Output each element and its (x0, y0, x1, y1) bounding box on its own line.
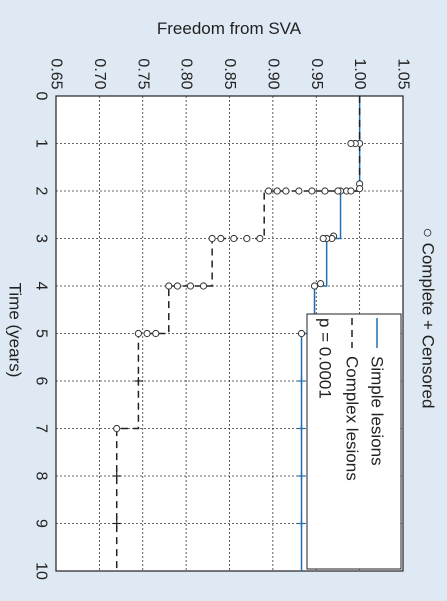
x-tick-label: 5 (33, 329, 50, 338)
x-tick-label: 1 (33, 139, 50, 148)
complete-marker (186, 282, 195, 290)
y-tick-label: 0.85 (221, 58, 238, 89)
complete-marker (173, 282, 182, 290)
y-tick-label: 1.05 (395, 58, 412, 89)
complete-marker (143, 329, 151, 338)
x-tick-label: 8 (33, 472, 50, 481)
complete-marker (273, 187, 281, 195)
complete-marker (134, 329, 143, 338)
complete-marker (310, 282, 319, 290)
complete-marker (282, 187, 290, 195)
x-tick-label: 9 (33, 519, 50, 528)
complete-marker (113, 424, 121, 433)
censored-marker (297, 472, 306, 480)
x-tick-label: 2 (33, 187, 50, 196)
complete-marker (256, 234, 264, 243)
complete-marker (321, 187, 329, 195)
complete-marker (316, 280, 325, 288)
legend-entry: Simple lesions (368, 356, 387, 466)
legend-entry: Complex lesions (343, 356, 362, 481)
censored-marker (297, 519, 306, 528)
x-tick-label: 3 (33, 234, 50, 243)
complete-marker (356, 185, 364, 193)
complete-marker (243, 234, 251, 243)
y-tick-label: 0.75 (134, 58, 151, 89)
y-tick-label: 1.00 (351, 58, 368, 89)
complete-marker (297, 329, 306, 338)
complete-marker (347, 139, 355, 148)
x-tick-label: 10 (33, 562, 50, 580)
censored-marker (297, 377, 306, 385)
complete-marker (199, 282, 208, 290)
y-tick-label: 0.80 (178, 58, 195, 89)
y-tick-label: 0.65 (48, 58, 65, 89)
complete-marker (152, 329, 160, 338)
censored-marker (134, 377, 143, 385)
complete-marker (230, 234, 238, 243)
censored-marker (112, 472, 121, 480)
x-tick-label: 4 (33, 282, 50, 291)
complete-marker (165, 282, 173, 290)
censored-marker (297, 424, 306, 433)
p-value-label: p = 0.0001 (316, 318, 335, 399)
complete-marker (208, 234, 216, 243)
y-tick-label: 0.95 (308, 58, 325, 89)
complete-marker (308, 187, 316, 195)
y-tick-label: 0.70 (91, 58, 108, 89)
x-tick-label: 6 (33, 377, 50, 386)
censored-marker (112, 519, 121, 528)
marker-layer (112, 139, 364, 528)
chart-title: Freedom from SVA (157, 19, 302, 38)
y-tick-label: 0.90 (264, 58, 281, 89)
legend: Simple lesions Complex lesions p = 0.0001 (306, 313, 402, 570)
x-axis-label: Time (years) (6, 283, 25, 378)
legend-box (306, 313, 402, 570)
marker-legend-text: ○ Complete + Censored (419, 228, 438, 409)
marker-legend: ○ Complete + Censored (419, 228, 438, 409)
complete-marker (347, 187, 355, 195)
complete-marker (217, 234, 225, 243)
complete-marker (319, 234, 327, 243)
complete-marker (334, 187, 342, 195)
x-tick-label: 7 (33, 424, 50, 433)
complete-marker (295, 187, 303, 195)
tick-layer: 0.65 0.70 0.75 0.80 0.85 0.90 0.95 1.00 1.05 0 1 2 3… (33, 58, 412, 580)
complete-marker (264, 187, 273, 195)
x-tick-label: 0 (33, 92, 50, 101)
